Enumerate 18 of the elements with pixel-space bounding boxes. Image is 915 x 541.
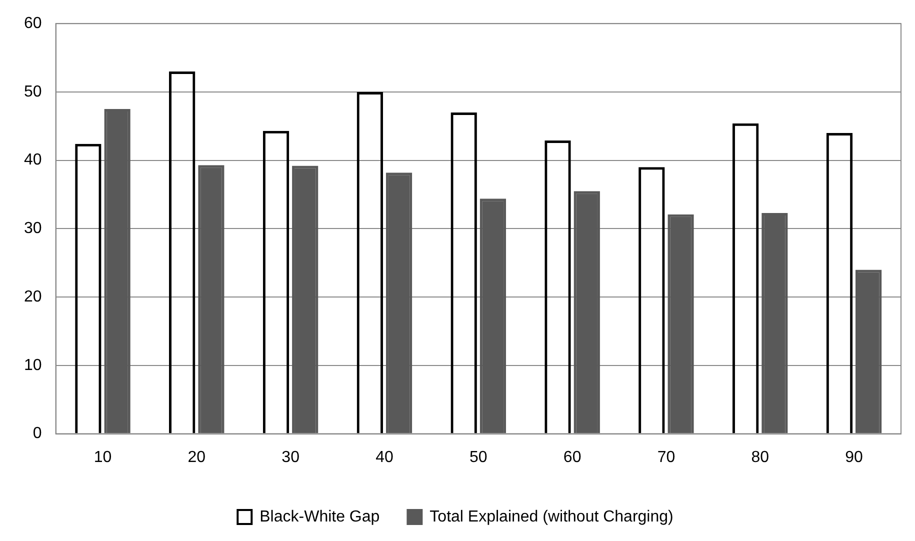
- x-tick-label: 50: [470, 448, 488, 466]
- x-tick-label: 60: [563, 448, 582, 466]
- x-tick-label: 80: [751, 448, 770, 466]
- x-tick-label: 20: [188, 448, 206, 466]
- y-tick-label: 10: [24, 356, 42, 374]
- x-tick-label: 90: [845, 448, 864, 466]
- y-tick-label: 30: [24, 220, 42, 238]
- legend-label: Black-White Gap: [260, 508, 380, 526]
- x-tick-label: 10: [94, 448, 112, 466]
- x-tick-label: 70: [657, 448, 676, 466]
- y-tick-label: 40: [24, 152, 42, 169]
- x-tick-label: 40: [376, 448, 394, 466]
- y-tick-label: 0: [32, 425, 42, 442]
- y-tick-label: 50: [24, 83, 42, 100]
- x-tick-label: 30: [282, 448, 300, 466]
- y-tick-label: 60: [24, 15, 42, 32]
- y-tick-label: 20: [24, 288, 42, 306]
- legend-label: Total Explained (without Charging): [430, 508, 674, 526]
